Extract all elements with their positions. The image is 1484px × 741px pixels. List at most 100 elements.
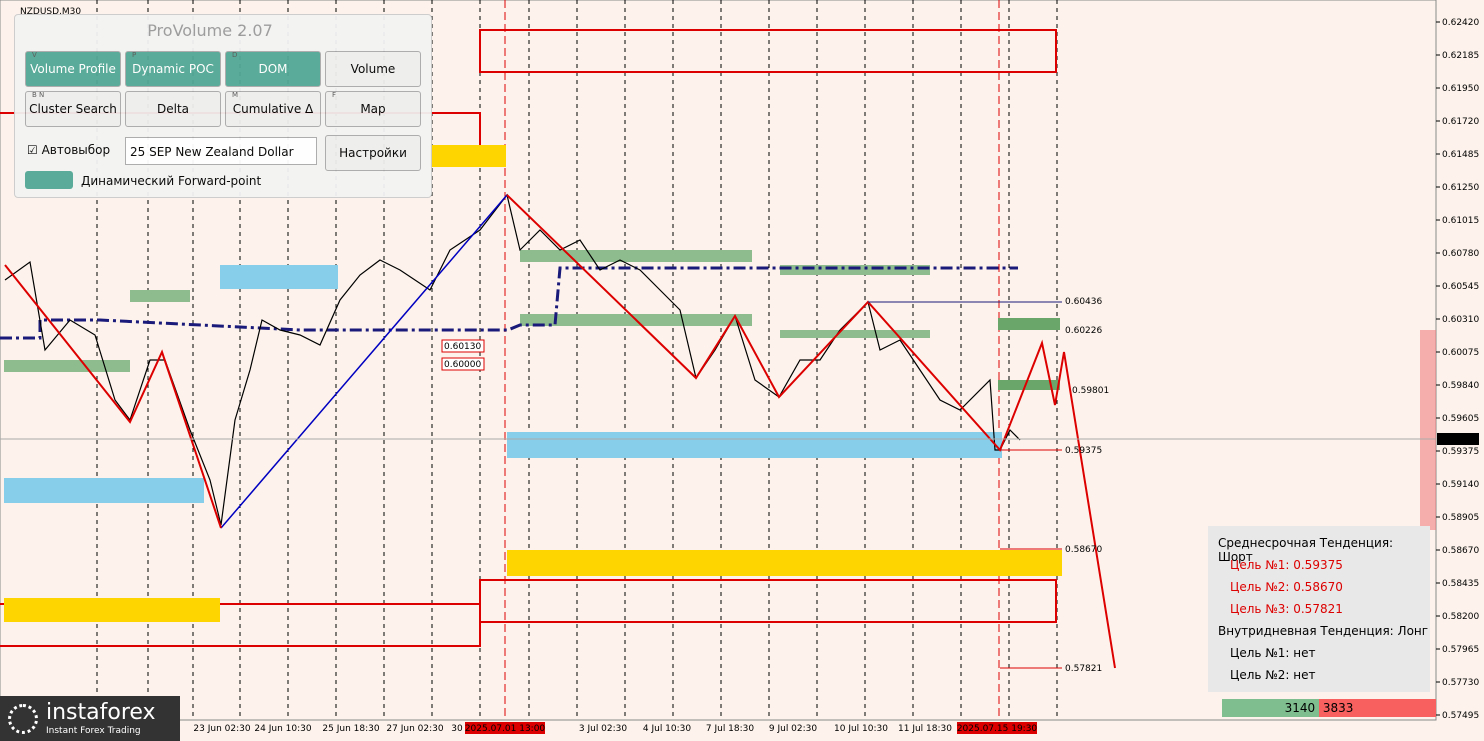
info-target: Цель №1: нет xyxy=(1230,646,1316,660)
time-label: 25 Jun 18:30 xyxy=(322,724,379,734)
hotkey: P xyxy=(132,51,137,59)
tool-button[interactable]: Map F xyxy=(325,91,421,127)
tool-button[interactable]: Volume xyxy=(325,51,421,87)
current-price-box xyxy=(1437,433,1479,445)
price-label: 0.62185 xyxy=(1442,51,1479,61)
time-label: 3 Jul 02:30 xyxy=(579,724,628,734)
info-title: Внутридневная Тенденция: Лонг xyxy=(1218,624,1429,638)
time-label: 24 Jun 10:30 xyxy=(254,724,311,734)
info-target: Цель №1: 0.59375 xyxy=(1230,558,1343,572)
button-label: Dynamic POC xyxy=(132,62,214,76)
info-target: Цель №2: 0.58670 xyxy=(1230,580,1343,594)
hotkey: D xyxy=(232,51,238,59)
axes: 0.62420 0.62185 0.61950 0.61720 0.61485 0.612… xyxy=(193,18,1479,734)
settings-button[interactable]: Настройки xyxy=(325,135,421,171)
price-label: 0.61720 xyxy=(1442,117,1479,127)
time-label: 9 Jul 02:30 xyxy=(769,724,818,734)
tool-button[interactable]: Cumulative Δ M xyxy=(225,91,321,127)
logo: instaforex Instant Forex Trading xyxy=(0,696,180,741)
price-label: 0.58905 xyxy=(1442,513,1479,523)
button-label: Volume Profile xyxy=(30,62,116,76)
level-label: 0.57821 xyxy=(1065,664,1102,674)
auto-checkbox[interactable]: ☑ Автовыбор xyxy=(27,143,111,157)
level-label: 0.60000 xyxy=(444,360,481,370)
zigzag xyxy=(506,194,1116,669)
current-price: 0.59457 xyxy=(1440,435,1477,445)
time-label: 27 Jun 02:30 xyxy=(386,724,443,734)
forward-toggle[interactable] xyxy=(25,171,73,189)
level-label: 0.60226 xyxy=(1065,326,1102,336)
price-label: 0.58670 xyxy=(1442,546,1479,556)
zigzag-up xyxy=(220,194,508,529)
time-highlight xyxy=(465,722,545,734)
info-target: Цель №2: нет xyxy=(1230,668,1316,682)
price-label: 0.60075 xyxy=(1442,348,1479,358)
hotkey: M xyxy=(232,91,239,99)
level-lines xyxy=(1000,449,1062,669)
provolume-panel: ProVolume 2.07 Volume Profile V Dynamic PO… xyxy=(14,14,432,198)
time-label: 23 Jun 02:30 xyxy=(193,724,250,734)
time-label: 2025.07.01 13:00 xyxy=(465,724,546,734)
price-label: 0.59605 xyxy=(1442,414,1479,424)
instrument-select[interactable]: 25 SEP New Zealand Dollar xyxy=(125,137,317,165)
zigzag xyxy=(4,264,222,529)
level-label: 0.58670 xyxy=(1065,545,1102,555)
panel-title: ProVolume 2.07 xyxy=(147,21,273,40)
tool-button[interactable]: Volume Profile V xyxy=(25,51,121,87)
price-label: 0.59140 xyxy=(1442,480,1479,490)
price-label: 0.61950 xyxy=(1442,84,1479,94)
price-label: 0.60310 xyxy=(1442,315,1479,325)
button-label: Delta xyxy=(156,102,189,116)
sell-volume: 3833 xyxy=(1319,699,1436,717)
level-label: 0.59801 xyxy=(1072,386,1109,396)
tool-button[interactable]: DOM D xyxy=(225,51,321,87)
price-label: 0.61250 xyxy=(1442,183,1479,193)
logo-name: instaforex xyxy=(46,700,156,725)
price-label: 0.61485 xyxy=(1442,150,1479,160)
hotkey: V xyxy=(32,51,37,59)
level-label: 0.59375 xyxy=(1065,446,1102,456)
buy-value: 3140 xyxy=(1284,701,1316,715)
button-label: Volume xyxy=(350,62,396,76)
button-label: Cluster Search xyxy=(29,102,117,116)
price-label: 0.57730 xyxy=(1442,678,1479,688)
time-label: 10 Jul 10:30 xyxy=(834,724,888,734)
price-label: 0.58200 xyxy=(1442,612,1479,622)
level-label: 0.60130 xyxy=(444,342,481,352)
tool-button[interactable]: Delta xyxy=(125,91,221,127)
button-label: Cumulative Δ xyxy=(232,102,314,116)
price-label: 0.57495 xyxy=(1442,711,1479,721)
sell-value: 3833 xyxy=(1322,701,1354,715)
logo-tagline: Instant Forex Trading xyxy=(46,726,141,736)
price-label: 0.57965 xyxy=(1442,645,1479,655)
price xyxy=(4,193,1021,526)
price-label: 0.60545 xyxy=(1442,282,1479,292)
price-label: 0.61015 xyxy=(1442,216,1479,226)
tool-button[interactable]: Cluster Search B N xyxy=(25,91,121,127)
price-label: 0.58435 xyxy=(1442,579,1479,589)
time-label: 30 xyxy=(451,724,463,734)
hotkey: F xyxy=(332,91,337,99)
time-label: 4 Jul 10:30 xyxy=(643,724,692,734)
info-box: Среднесрочная Тенденция: Шорт Цель №1: 0… xyxy=(1208,526,1430,692)
tool-button[interactable]: Dynamic POC P xyxy=(125,51,221,87)
level-label: 0.60436 xyxy=(1065,297,1102,307)
price-label: 0.59840 xyxy=(1442,381,1479,391)
info-target: Цель №3: 0.57821 xyxy=(1230,602,1343,616)
forward-label: Динамический Forward-point xyxy=(81,174,262,188)
price-label: 0.60780 xyxy=(1442,249,1479,259)
zones xyxy=(0,29,1436,647)
button-label: Map xyxy=(360,102,386,116)
time-highlight xyxy=(957,722,1037,734)
hotkey: B N xyxy=(32,91,45,99)
price-label: 0.59375 xyxy=(1442,447,1479,457)
price-label: 0.62420 xyxy=(1442,18,1479,28)
logo-icon xyxy=(8,704,38,734)
symbol: NZDUSD,M30 xyxy=(20,7,81,17)
poc-line xyxy=(0,266,1018,340)
time-label: 2025.07.15 19:30 xyxy=(957,724,1038,734)
button-label: DOM xyxy=(258,62,288,76)
buy-volume: 3140 xyxy=(1222,699,1319,717)
